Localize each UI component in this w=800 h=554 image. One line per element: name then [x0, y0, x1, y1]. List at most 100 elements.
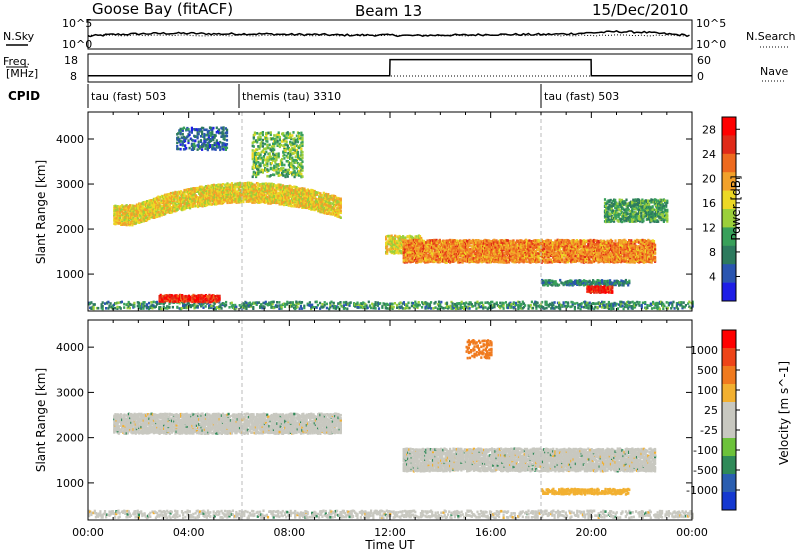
power-cell [185, 203, 188, 207]
power-cell [241, 193, 244, 196]
power-cell [635, 303, 638, 307]
power-cell [393, 302, 396, 305]
power-cell [92, 305, 95, 309]
power-cell [453, 239, 456, 242]
power-cell [301, 169, 304, 172]
power-cell [282, 150, 285, 154]
power-cell [164, 212, 167, 216]
power-cell [264, 163, 267, 167]
power-cell [313, 192, 316, 196]
power-cell [294, 149, 297, 152]
power-cell [246, 303, 249, 307]
power-cell [117, 215, 120, 219]
power-cell [456, 305, 459, 309]
power-cell [428, 256, 431, 259]
power-cell [169, 201, 172, 205]
power-cell [136, 301, 139, 304]
power-cell [199, 203, 202, 207]
power-cell [240, 200, 243, 204]
power-cell [154, 305, 157, 308]
power-cell [151, 201, 154, 204]
power-cell [160, 207, 163, 211]
power-cell [470, 303, 473, 306]
power-cell [136, 216, 140, 220]
power-cell [588, 301, 591, 305]
power-cell [206, 201, 209, 205]
power-cell [101, 301, 104, 304]
power-cell [212, 196, 215, 199]
power-cell [413, 254, 417, 258]
power-cell [303, 187, 306, 191]
power-cell [619, 303, 622, 307]
power-cell [150, 203, 153, 207]
power-cell [301, 136, 304, 140]
power-cell [282, 132, 285, 135]
power-cell [368, 304, 372, 307]
power-cell [313, 200, 316, 204]
power-cell [140, 216, 143, 219]
power-cell [233, 197, 236, 200]
power-cell [289, 200, 292, 204]
power-cell [223, 142, 226, 146]
power-cell [221, 302, 224, 305]
power-cell [370, 306, 373, 310]
power-cell [227, 199, 230, 202]
power-cell [177, 203, 180, 207]
power-cell [308, 301, 311, 304]
power-cell [383, 302, 386, 306]
power-cell [411, 246, 414, 249]
power-cell [151, 306, 154, 310]
power-cell [576, 301, 579, 305]
power-cell [283, 196, 286, 200]
power-cell [116, 307, 119, 310]
power-cell [293, 146, 296, 150]
power-cell [404, 245, 407, 248]
power-cell [136, 304, 139, 308]
power-cell [188, 303, 191, 307]
power-cell [285, 136, 288, 140]
power-cell [390, 238, 393, 241]
power-cell [646, 306, 649, 310]
power-cell [258, 189, 261, 192]
power-cell [202, 202, 205, 205]
power-cell [442, 258, 445, 261]
power-cell [199, 297, 202, 301]
power-cell [553, 301, 556, 304]
power-cell [450, 250, 453, 253]
power-cell [118, 222, 121, 225]
power-cell [252, 166, 255, 170]
power-cell [221, 130, 224, 134]
power-cell [400, 251, 403, 255]
power-cell [194, 300, 197, 303]
power-cell [194, 194, 197, 197]
power-cell [152, 300, 155, 304]
power-cell [130, 212, 133, 215]
power-cell [293, 169, 296, 173]
power-cell [421, 239, 424, 243]
power-cell [294, 187, 297, 191]
power-cell [156, 214, 159, 217]
power-cell [207, 198, 210, 202]
power-cell [185, 147, 188, 150]
power-cell [594, 302, 597, 306]
power-cell [199, 300, 202, 304]
power-cell [268, 188, 271, 192]
power-cell [284, 143, 287, 146]
power-cell [193, 301, 196, 305]
power-cell [346, 307, 349, 311]
power-cell [459, 304, 462, 307]
power-cell [427, 304, 430, 307]
power-cell [264, 142, 267, 146]
power-cell [206, 192, 209, 195]
power-cell [196, 131, 199, 134]
power-cell [386, 241, 389, 244]
power-cell [233, 188, 236, 192]
power-cell [177, 298, 180, 301]
power-cell [468, 303, 471, 306]
power-cell [159, 293, 162, 297]
power-cell [315, 306, 318, 309]
power-cell [226, 197, 229, 201]
power-cell [467, 259, 470, 263]
power-cell [195, 299, 198, 302]
power-cell [289, 140, 292, 144]
